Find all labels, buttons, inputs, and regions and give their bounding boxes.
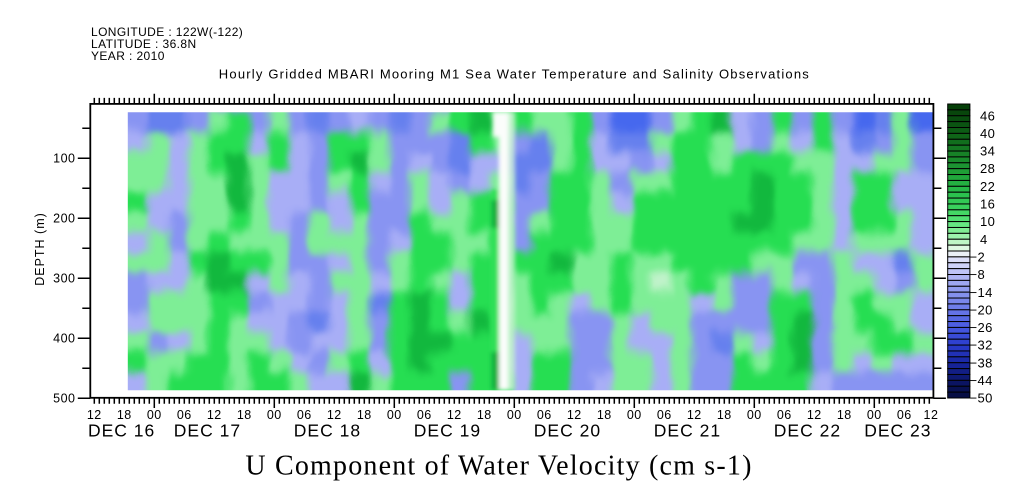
svg-text:00: 00: [147, 408, 162, 422]
svg-text:06: 06: [177, 408, 192, 422]
svg-text:18: 18: [597, 408, 612, 422]
svg-text:10: 10: [980, 214, 995, 229]
svg-text:DEC 21: DEC 21: [654, 421, 721, 441]
svg-text:18: 18: [477, 408, 492, 422]
svg-text:12: 12: [567, 408, 582, 422]
svg-text:LATITUDE : 36.8N: LATITUDE : 36.8N: [91, 37, 197, 51]
svg-text:18: 18: [237, 408, 252, 422]
svg-text:U Component of Water Velocity: U Component of Water Velocity (cm s-1): [245, 451, 752, 482]
svg-text:18: 18: [837, 408, 852, 422]
svg-text:46: 46: [980, 108, 995, 123]
svg-text:DEC 17: DEC 17: [174, 421, 241, 441]
svg-text:12: 12: [687, 408, 702, 422]
svg-text:DEC 22: DEC 22: [774, 421, 841, 441]
svg-text:−44: −44: [970, 373, 993, 388]
svg-text:DEC 23: DEC 23: [864, 421, 931, 441]
svg-text:100: 100: [53, 152, 75, 166]
svg-text:400: 400: [53, 332, 75, 346]
svg-text:40: 40: [980, 126, 995, 141]
svg-text:−26: −26: [970, 320, 993, 335]
svg-text:06: 06: [537, 408, 552, 422]
svg-text:YEAR : 2010: YEAR : 2010: [91, 49, 165, 63]
svg-text:00: 00: [747, 408, 762, 422]
svg-text:06: 06: [897, 408, 912, 422]
svg-text:00: 00: [507, 408, 522, 422]
svg-text:LONGITUDE : 122W(-122): LONGITUDE : 122W(-122): [91, 25, 243, 39]
svg-text:18: 18: [117, 408, 132, 422]
svg-text:06: 06: [777, 408, 792, 422]
svg-text:06: 06: [297, 408, 312, 422]
svg-text:−32: −32: [970, 338, 993, 353]
svg-text:500: 500: [53, 392, 75, 406]
svg-text:00: 00: [627, 408, 642, 422]
svg-text:DEC 19: DEC 19: [414, 421, 481, 441]
svg-text:−14: −14: [970, 285, 993, 300]
svg-text:16: 16: [980, 197, 995, 212]
svg-text:28: 28: [980, 161, 995, 176]
svg-text:12: 12: [807, 408, 822, 422]
svg-text:−50: −50: [970, 391, 993, 406]
svg-text:12: 12: [447, 408, 462, 422]
svg-text:DEC 18: DEC 18: [294, 421, 361, 441]
svg-text:12: 12: [87, 408, 102, 422]
svg-text:22: 22: [980, 179, 995, 194]
svg-text:12: 12: [924, 408, 939, 422]
svg-text:18: 18: [717, 408, 732, 422]
svg-text:06: 06: [417, 408, 432, 422]
svg-text:06: 06: [657, 408, 672, 422]
svg-text:00: 00: [867, 408, 882, 422]
svg-text:Hourly Gridded MBARI Mooring M: Hourly Gridded MBARI Mooring M1 Sea Wate…: [219, 66, 810, 81]
svg-text:200: 200: [53, 212, 75, 226]
svg-text:18: 18: [357, 408, 372, 422]
svg-text:00: 00: [387, 408, 402, 422]
svg-text:4: 4: [980, 232, 988, 247]
svg-text:12: 12: [207, 408, 222, 422]
svg-text:300: 300: [53, 272, 75, 286]
svg-text:DEPTH (m): DEPTH (m): [33, 212, 47, 286]
svg-text:−20: −20: [970, 302, 993, 317]
svg-text:12: 12: [327, 408, 342, 422]
svg-text:−8: −8: [970, 267, 986, 282]
svg-text:DEC 16: DEC 16: [88, 421, 155, 441]
svg-text:34: 34: [980, 144, 995, 159]
svg-text:DEC 20: DEC 20: [534, 421, 601, 441]
svg-text:−2: −2: [970, 250, 986, 265]
svg-text:−38: −38: [970, 355, 993, 370]
svg-text:00: 00: [267, 408, 282, 422]
